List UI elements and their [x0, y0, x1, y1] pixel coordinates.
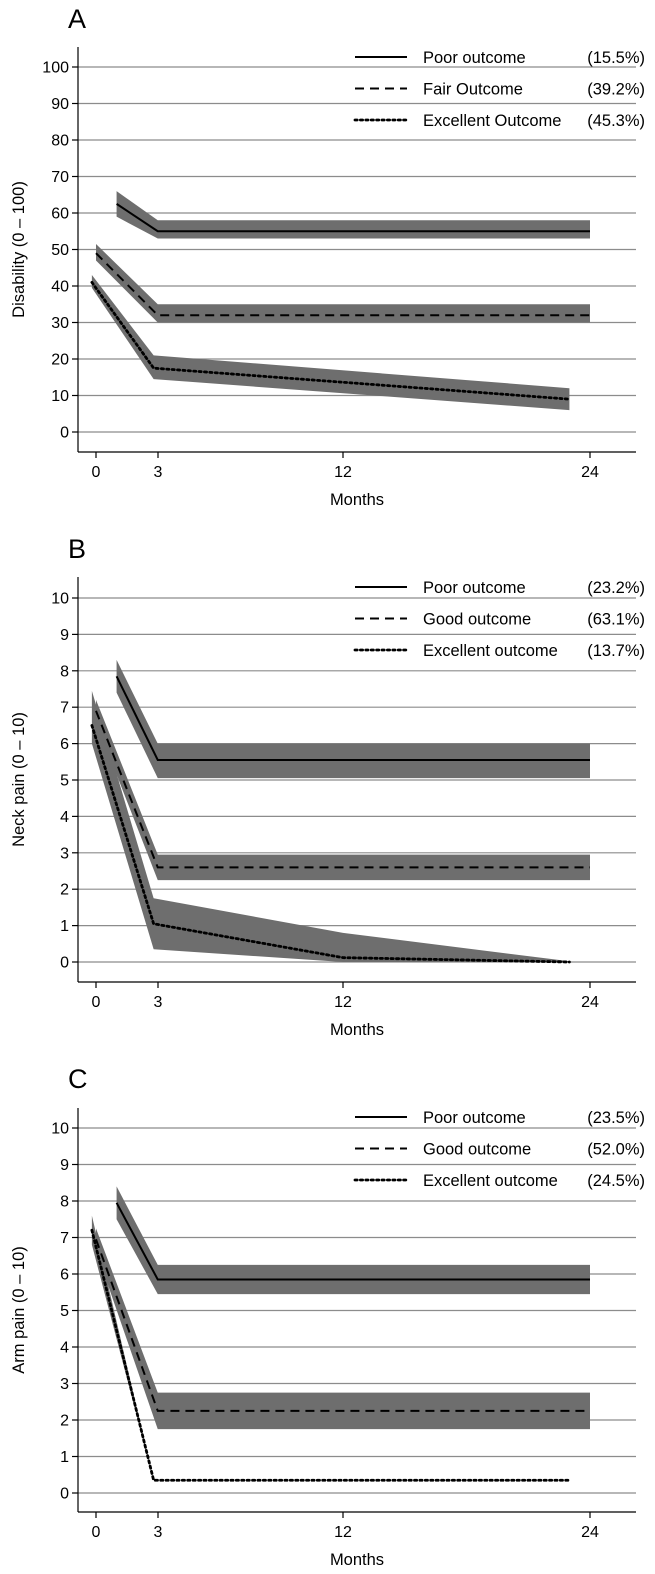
series-line-solid: [115, 1202, 590, 1281]
legend-label: Poor outcome: [423, 49, 526, 67]
y-tick-label: 6: [60, 736, 69, 753]
y-tick-label: 7: [60, 700, 69, 717]
x-tick-label: 3: [154, 994, 163, 1011]
series-line-solid: [116, 203, 590, 233]
legend-percent: (24.5%): [587, 1172, 645, 1190]
series-line-solid: [115, 675, 590, 761]
panel-letter: C: [68, 1064, 88, 1094]
series-line-dashed: [95, 252, 590, 317]
series-line-dotted: [90, 280, 571, 401]
legend-label: Excellent Outcome: [423, 112, 561, 130]
y-tick-label: 10: [51, 1121, 69, 1138]
panel-letter: B: [68, 534, 86, 564]
y-tick-label: 2: [60, 1413, 69, 1430]
x-tick-label: 0: [92, 464, 101, 481]
y-tick-label: 1: [60, 1449, 69, 1466]
legend-label: Poor outcome: [423, 1109, 526, 1127]
y-tick-label: 8: [60, 1194, 69, 1211]
y-tick-label: 3: [60, 1376, 69, 1393]
confidence-band-dashed: [96, 244, 590, 323]
y-tick-label: 10: [51, 591, 69, 608]
y-tick-label: 50: [51, 242, 69, 259]
y-tick-label: 8: [60, 663, 69, 680]
y-tick-label: 20: [51, 352, 69, 369]
confidence-band-dashed: [96, 699, 590, 881]
y-axis-title: Neck pain (0 – 10): [10, 712, 28, 847]
y-tick-label: 4: [60, 809, 69, 826]
panel-a: A 0 10 20 30 40 50 60 70 80 90 100 0 3 12 24 Months Disab…: [10, 4, 645, 509]
y-tick-label: 80: [51, 133, 69, 150]
series-line-dotted: [90, 1228, 571, 1482]
y-axis-title: Disability (0 – 100): [10, 181, 28, 318]
y-axis-title: Arm pain (0 – 10): [10, 1246, 28, 1373]
x-tick-label: 24: [581, 464, 599, 481]
y-tick-label: 0: [60, 425, 69, 442]
x-tick-label: 3: [154, 464, 163, 481]
x-tick-label: 12: [334, 464, 352, 481]
y-tick-label: 6: [60, 1267, 69, 1284]
x-tick-label: 0: [92, 994, 101, 1011]
confidence-band-solid: [116, 659, 590, 779]
confidence-band-solid: [116, 191, 590, 239]
legend-percent: (52.0%): [587, 1141, 645, 1159]
legend-percent: (63.1%): [587, 611, 645, 629]
legend-percent: (23.2%): [587, 579, 645, 597]
x-tick-label: 24: [581, 994, 599, 1011]
confidence-band-dashed: [96, 1228, 590, 1430]
y-tick-label: 0: [60, 1486, 69, 1503]
series-line-dashed: [95, 710, 590, 869]
x-tick-label: 12: [334, 994, 352, 1011]
confidence-band-dotted: [91, 1215, 570, 1481]
y-tick-label: 60: [51, 206, 69, 223]
series-line-dashed: [95, 1238, 590, 1412]
y-tick-label: 10: [51, 388, 69, 405]
x-axis-title: Months: [330, 1021, 384, 1039]
y-tick-label: 0: [60, 955, 69, 972]
y-tick-label: 70: [51, 169, 69, 186]
panel-letter: A: [68, 4, 86, 34]
legend-percent: (23.5%): [587, 1109, 645, 1127]
y-tick-label: 9: [60, 1157, 69, 1174]
y-tick-label: 9: [60, 627, 69, 644]
x-tick-label: 3: [154, 1524, 163, 1541]
legend-percent: (45.3%): [587, 112, 645, 130]
y-tick-label: 30: [51, 315, 69, 332]
y-tick-label: 2: [60, 882, 69, 899]
x-axis-title: Months: [330, 491, 384, 509]
legend-percent: (15.5%): [587, 49, 645, 67]
confidence-band-solid: [116, 1186, 590, 1295]
y-tick-label: 90: [51, 96, 69, 113]
legend-label: Good outcome: [423, 611, 531, 629]
series-line-dotted: [90, 724, 571, 964]
legend-label: Fair Outcome: [423, 81, 523, 99]
y-tick-label: 5: [60, 773, 69, 790]
x-tick-label: 24: [581, 1524, 599, 1541]
y-tick-label: 40: [51, 279, 69, 296]
x-axis-title: Months: [330, 1551, 384, 1569]
y-tick-label: 7: [60, 1230, 69, 1247]
y-tick-label: 4: [60, 1340, 69, 1357]
legend-label: Good outcome: [423, 1141, 531, 1159]
y-tick-label: 100: [42, 60, 69, 77]
y-tick-label: 3: [60, 845, 69, 862]
legend-label: Poor outcome: [423, 579, 526, 597]
y-tick-label: 5: [60, 1303, 69, 1320]
x-tick-label: 12: [334, 1524, 352, 1541]
y-tick-label: 1: [60, 918, 69, 935]
legend-percent: (39.2%): [587, 81, 645, 99]
x-tick-label: 0: [92, 1524, 101, 1541]
legend-percent: (13.7%): [587, 642, 645, 660]
legend-label: Excellent outcome: [423, 1172, 558, 1190]
confidence-band-dotted: [91, 690, 570, 962]
legend-label: Excellent outcome: [423, 642, 558, 660]
confidence-band-dotted: [91, 275, 570, 411]
